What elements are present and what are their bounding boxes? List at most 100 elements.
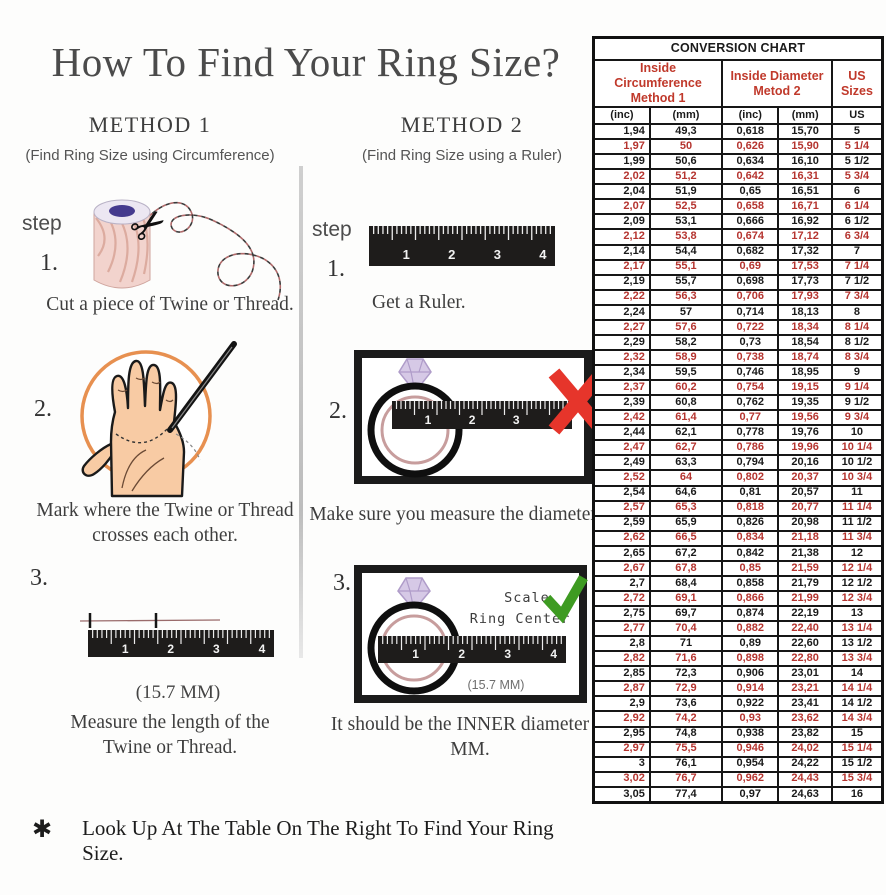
asterisk-icon: ✱ — [32, 815, 53, 843]
ruler-number: 4 — [539, 247, 547, 262]
table-row: 2,49 63,3 0,794 20,16 10 1/2 — [592, 454, 884, 472]
twine-spool — [93, 199, 151, 289]
ruler-number: 1 — [122, 642, 129, 656]
table-row: 2,34 59,5 0,746 18,95 9 — [592, 363, 884, 382]
method2-step3-number: 3. — [333, 570, 351, 596]
table-row: 2,87 72,9 0,914 23,21 14 1/4 — [592, 680, 884, 698]
table-row: 2,8 71 0,89 22,60 13 1/2 — [592, 635, 884, 653]
green-check-icon — [542, 575, 588, 624]
method1-step3-number: 3. — [30, 565, 48, 591]
table-row: 2,14 54,4 0,682 17,32 7 — [592, 243, 884, 261]
method1-header: METHOD 1 (Find Ring Size using Circumfer… — [10, 112, 290, 164]
column-header: (inc) — [592, 106, 651, 125]
table-row: 2,97 75,5 0,946 24,02 15 1/4 — [592, 740, 884, 758]
table-row: 2,57 65,3 0,818 20,77 11 1/4 — [592, 499, 884, 517]
table-row: 1,94 49,3 0,618 15,70 5 — [592, 122, 884, 141]
column-header: (mm) — [648, 106, 724, 125]
ruler-number: 1 — [403, 247, 410, 262]
column-header: (mm) — [777, 106, 833, 125]
method1-step2-number: 2. — [34, 396, 52, 422]
table-row: 2,27 57,6 0,722 18,34 8 1/4 — [592, 318, 884, 336]
method2-step3-text: It should be the INNER diameter in MM. — [330, 714, 610, 761]
method2-step2-number: 2. — [329, 398, 347, 424]
table-row: 2,19 55,7 0,698 17,73 7 1/2 — [592, 273, 884, 291]
pen-icon — [167, 341, 237, 433]
table-row: 1,99 50,6 0,634 16,10 5 1/2 — [592, 153, 884, 171]
ring-ruler-correct-box: Scale Ring Center 1 2 3 4 (15.7 MM) — [350, 560, 600, 705]
table-row: 2,77 70,4 0,882 22,40 13 1/4 — [592, 620, 884, 638]
table-row: 2,9 73,6 0,922 23,41 14 1/2 — [592, 695, 884, 713]
ruler-number: 2 — [458, 647, 465, 661]
footnote-text: Look Up At The Table On The Right To Fin… — [82, 816, 554, 865]
ruler-number: 2 — [448, 247, 455, 262]
ruler-number: 3 — [494, 247, 501, 262]
table-row: 2,04 51,9 0,65 16,51 6 — [592, 183, 884, 201]
ruler-number: 3 — [504, 647, 511, 661]
method1-step-label: step — [22, 212, 62, 235]
method1-step1-text: Cut a piece of Twine or Thread. — [46, 294, 294, 315]
table-row: 2,44 62,1 0,778 19,76 10 — [592, 424, 884, 442]
method2-step2-text: Make sure you measure the diameter. — [309, 504, 601, 525]
table-row: 2,17 55,1 0,69 17,53 7 1/4 — [592, 258, 884, 276]
twine-and-scissors-illustration: ✂ — [82, 194, 297, 309]
ruler-number: 4 — [259, 642, 266, 656]
ruler-number: 3 — [513, 413, 520, 427]
column-group-diameter: Inside Diameter Metod 2 — [721, 59, 833, 108]
table-row: 2,37 60,2 0,754 19,15 9 1/4 — [592, 379, 884, 397]
table-row: 2,85 72,3 0,906 23,01 14 — [592, 665, 884, 683]
conversion-chart-table: CONVERSION CHART Inside Circumference Me… — [592, 36, 884, 804]
table-row: 2,39 60,8 0,762 19,35 9 1/2 — [592, 394, 884, 412]
table-row: 2,62 66,5 0,834 21,18 11 3/4 — [592, 529, 884, 547]
method1-step3-text: Measure the length of the Twine or Threa… — [70, 712, 270, 759]
ruler-illustration: 1 2 3 4 — [88, 630, 274, 657]
table-row: 2,42 61,4 0,77 19,56 9 3/4 — [592, 409, 884, 427]
method2-subheading: (Find Ring Size using a Ruler) — [361, 147, 563, 164]
table-row: 2,7 68,4 0,858 21,79 12 1/2 — [592, 574, 884, 592]
measurement-note: (15.7 MM) — [135, 682, 221, 703]
ruler-number: 1 — [425, 413, 432, 427]
method2-header: METHOD 2 (Find Ring Size using a Ruler) — [312, 112, 612, 164]
table-row: 2,75 69,7 0,874 22,19 13 — [592, 604, 884, 623]
scale-ring-center-label: Ring Center — [470, 611, 570, 627]
measured-thread-line — [79, 619, 221, 622]
table-row: 3 76,1 0,954 24,22 15 1/2 — [592, 755, 884, 773]
table-row: 2,54 64,6 0,81 20,57 11 — [592, 484, 884, 502]
table-row: 3,02 76,7 0,962 24,43 15 3/4 — [592, 770, 884, 788]
ruler-number: 3 — [213, 642, 220, 656]
table-row: 2,92 74,2 0,93 23,62 14 3/4 — [592, 710, 884, 728]
method2-step1-number: 1. — [327, 256, 345, 282]
table-row: 2,29 58,2 0,73 18,54 8 1/2 — [592, 333, 884, 351]
table-title: CONVERSION CHART — [592, 36, 884, 61]
table-row: 2,82 71,6 0,898 22,80 13 3/4 — [592, 650, 884, 668]
table-row: 2,22 56,3 0,706 17,93 7 3/4 — [592, 288, 884, 306]
ruler-number: 2 — [469, 413, 476, 427]
measured-thread-and-ruler: 1 2 3 4 — [76, 608, 276, 662]
table-row: 2,24 57 0,714 18,13 8 — [592, 303, 884, 321]
method2-step-label: step — [312, 218, 352, 241]
table-row: 3,05 77,4 0,97 24,63 16 — [592, 785, 884, 804]
measurement-note: (15.7 MM) — [468, 678, 525, 692]
ruler-number: 4 — [550, 647, 557, 661]
method2-heading: METHOD 2 — [400, 112, 524, 137]
method2-step1-text: Get a Ruler. — [372, 292, 466, 313]
table-row: 2,09 53,1 0,666 16,92 6 1/2 — [592, 213, 884, 231]
table-row: 2,12 53,8 0,674 17,12 6 3/4 — [592, 228, 884, 246]
table-row: 2,65 67,2 0,842 21,38 12 — [592, 544, 884, 562]
table-row: 2,32 58,9 0,738 18,74 8 3/4 — [592, 348, 884, 367]
method1-subheading: (Find Ring Size using Circumference) — [25, 147, 275, 164]
thread-line — [143, 201, 282, 301]
method1-heading: METHOD 1 — [88, 112, 212, 137]
footnote: ✱ Look Up At The Table On The Right To F… — [32, 816, 592, 866]
hand-marking-illustration — [66, 338, 241, 498]
table-row: 2,95 74,8 0,938 23,82 15 — [592, 725, 884, 743]
table-row: 1,97 50 0,626 15,90 5 1/4 — [592, 138, 884, 156]
page-title: How To Find Your Ring Size? — [51, 39, 561, 85]
column-group-us-sizes: US Sizes — [830, 59, 884, 108]
table-row: 2,47 62,7 0,786 19,96 10 1/4 — [592, 439, 884, 457]
scale-ring-center-label: Scale — [504, 590, 550, 606]
table-row: 2,72 69,1 0,866 21,99 12 3/4 — [592, 589, 884, 608]
